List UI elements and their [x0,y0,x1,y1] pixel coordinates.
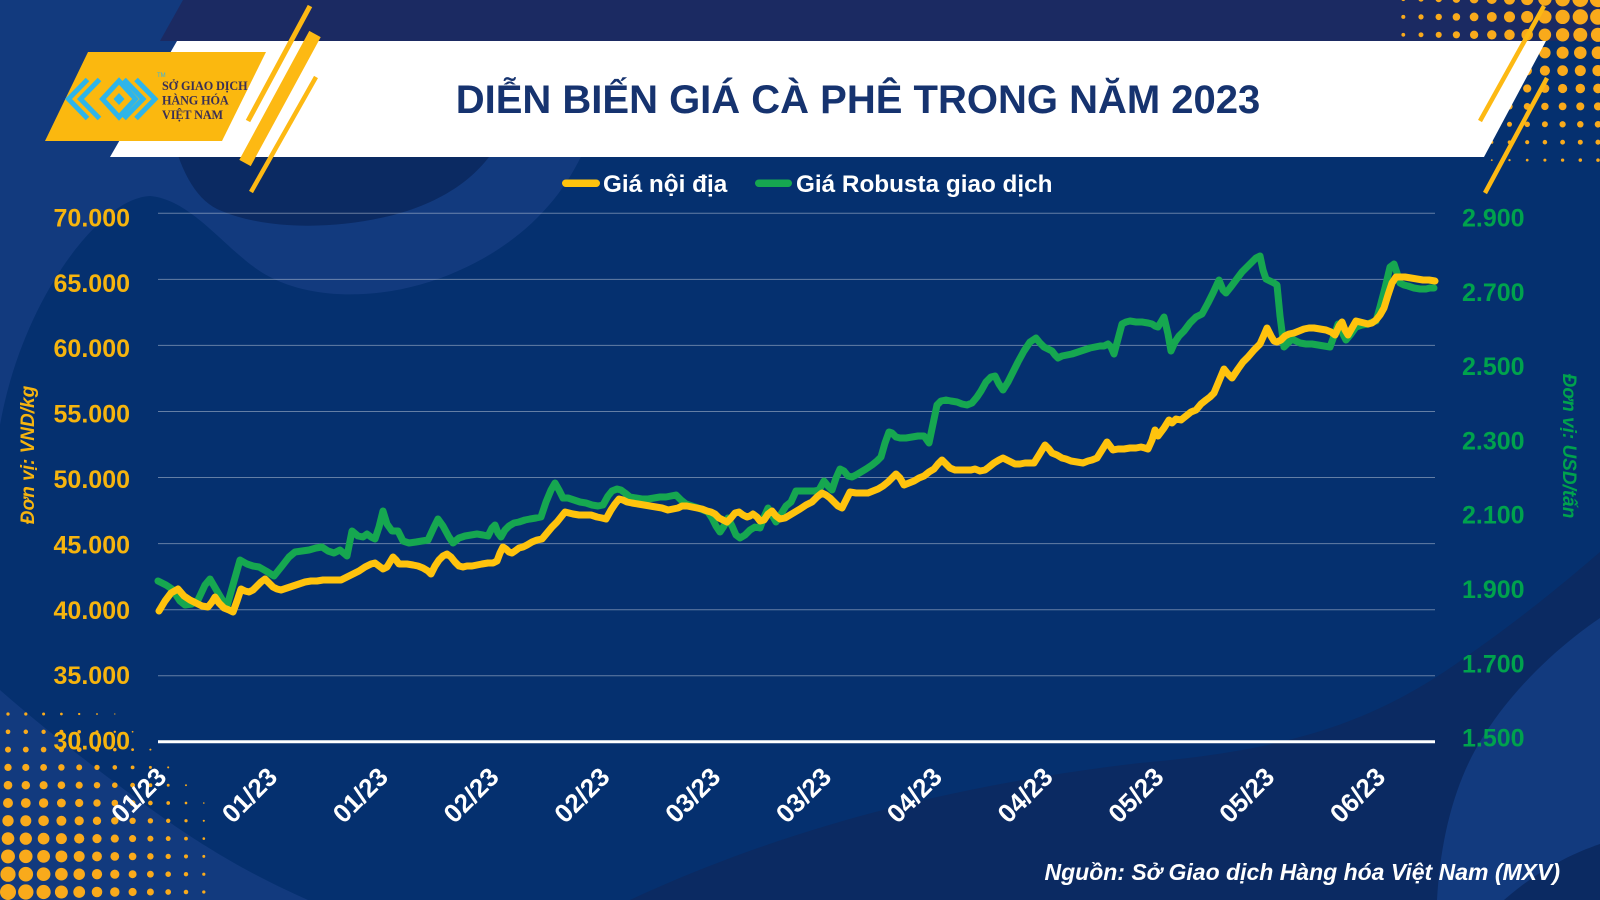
svg-text:Giá nội địa: Giá nội địa [603,171,728,198]
svg-text:2.700: 2.700 [1462,279,1525,307]
svg-text:2.900: 2.900 [1462,205,1525,233]
svg-text:2.300: 2.300 [1462,427,1525,455]
svg-text:1.900: 1.900 [1462,576,1525,604]
svg-text:65.000: 65.000 [54,270,130,298]
svg-text:Đơn vị: USD/tấn: Đơn vị: USD/tấn [1558,374,1579,519]
svg-text:1.700: 1.700 [1462,650,1525,678]
svg-text:VIỆT NAM: VIỆT NAM [162,108,224,122]
svg-text:Giá Robusta giao dịch: Giá Robusta giao dịch [796,171,1053,198]
svg-text:70.000: 70.000 [54,205,130,233]
svg-text:Nguồn: Sở Giao dịch Hàng hóa V: Nguồn: Sở Giao dịch Hàng hóa Việt Nam (M… [1044,859,1560,885]
svg-text:TM: TM [157,73,166,79]
svg-text:SỞ GIAO DỊCH: SỞ GIAO DỊCH [162,79,248,93]
svg-text:2.500: 2.500 [1462,353,1525,381]
svg-text:35.000: 35.000 [54,662,130,690]
svg-text:40.000: 40.000 [54,597,130,625]
svg-text:50.000: 50.000 [54,466,130,494]
svg-text:2.100: 2.100 [1462,502,1525,530]
svg-text:30.000: 30.000 [54,728,130,756]
svg-text:60.000: 60.000 [54,335,130,363]
svg-text:1.500: 1.500 [1462,725,1525,753]
svg-text:45.000: 45.000 [54,531,130,559]
svg-text:DIỄN BIẾN GIÁ CÀ PHÊ TRONG NĂM: DIỄN BIẾN GIÁ CÀ PHÊ TRONG NĂM 2023 [456,76,1261,122]
svg-text:HÀNG HÓA: HÀNG HÓA [162,94,229,108]
svg-text:55.000: 55.000 [54,401,130,429]
svg-text:Đơn vị: VND/kg: Đơn vị: VND/kg [18,385,39,524]
